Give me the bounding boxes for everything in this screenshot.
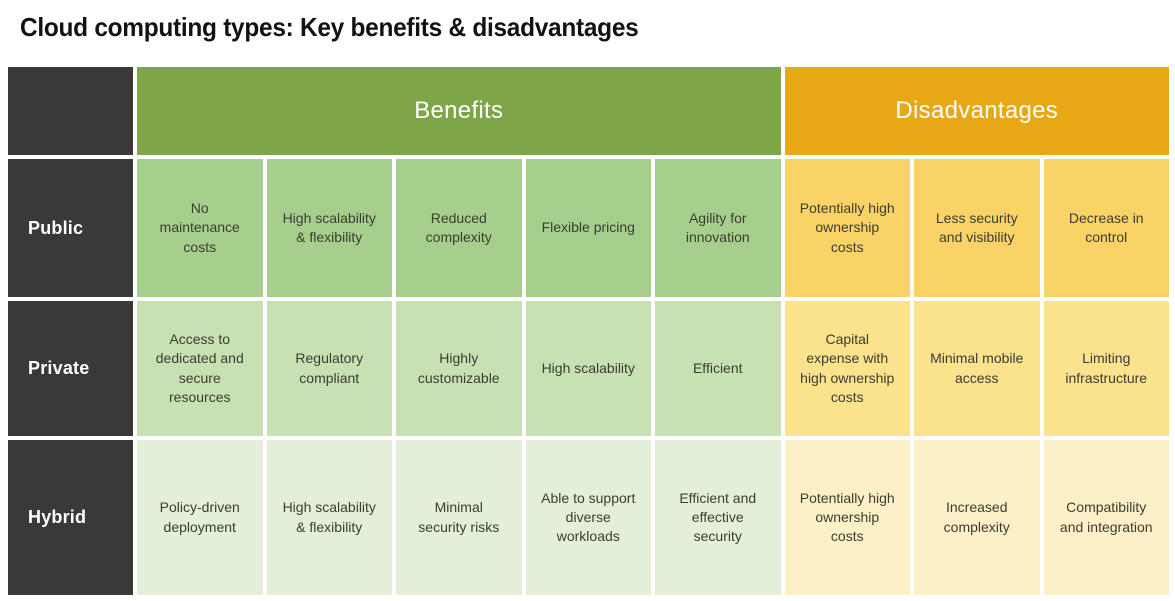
corner-cell (8, 67, 133, 155)
cell-private-benefit-3: Highly customizable (396, 301, 522, 436)
cell-private-disadvantage-1: Capital expense with high ownership cost… (784, 301, 910, 436)
cell-hybrid-disadvantage-3: Compatibility and integration (1043, 440, 1169, 595)
cell-public-benefit-4: Flexible pricing (525, 159, 651, 297)
cell-hybrid-benefit-4: Able to support diverse workloads (525, 440, 651, 595)
benefits-group-header: Benefits (137, 67, 781, 155)
cell-public-benefit-2: High scalability & flexibility (266, 159, 392, 297)
cell-public-disadvantage-2: Less security and visibility (914, 159, 1040, 297)
cell-private-benefit-2: Regulatory compliant (266, 301, 392, 436)
comparison-table: Benefits Disadvantages Public No mainten… (8, 67, 1169, 595)
cell-public-benefit-5: Agility for innovation (655, 159, 781, 297)
cell-hybrid-benefit-3: Minimal security risks (396, 440, 522, 595)
row-header-public: Public (8, 159, 133, 297)
cell-hybrid-benefit-1: Policy-driven deployment (137, 440, 263, 595)
page-title: Cloud computing types: Key benefits & di… (20, 12, 639, 42)
row-header-hybrid: Hybrid (8, 440, 133, 595)
disadvantages-group-header: Disadvantages (784, 67, 1169, 155)
cell-private-disadvantage-3: Limiting infrastructure (1043, 301, 1169, 436)
cell-private-benefit-5: Efficient (655, 301, 781, 436)
cell-public-disadvantage-1: Potentially high ownership costs (784, 159, 910, 297)
cell-public-disadvantage-3: Decrease in control (1043, 159, 1169, 297)
cell-public-benefit-3: Reduced complexity (396, 159, 522, 297)
cell-private-disadvantage-2: Minimal mobile access (914, 301, 1040, 436)
cell-hybrid-disadvantage-2: Increased complexity (914, 440, 1040, 595)
cell-public-benefit-1: No maintenance costs (137, 159, 263, 297)
cell-hybrid-disadvantage-1: Potentially high ownership costs (784, 440, 910, 595)
cell-private-benefit-4: High scalability (525, 301, 651, 436)
row-header-private: Private (8, 301, 133, 436)
cell-private-benefit-1: Access to dedicated and secure resources (137, 301, 263, 436)
cell-hybrid-benefit-2: High scalability & flexibility (266, 440, 392, 595)
cell-hybrid-benefit-5: Efficient and effective security (655, 440, 781, 595)
